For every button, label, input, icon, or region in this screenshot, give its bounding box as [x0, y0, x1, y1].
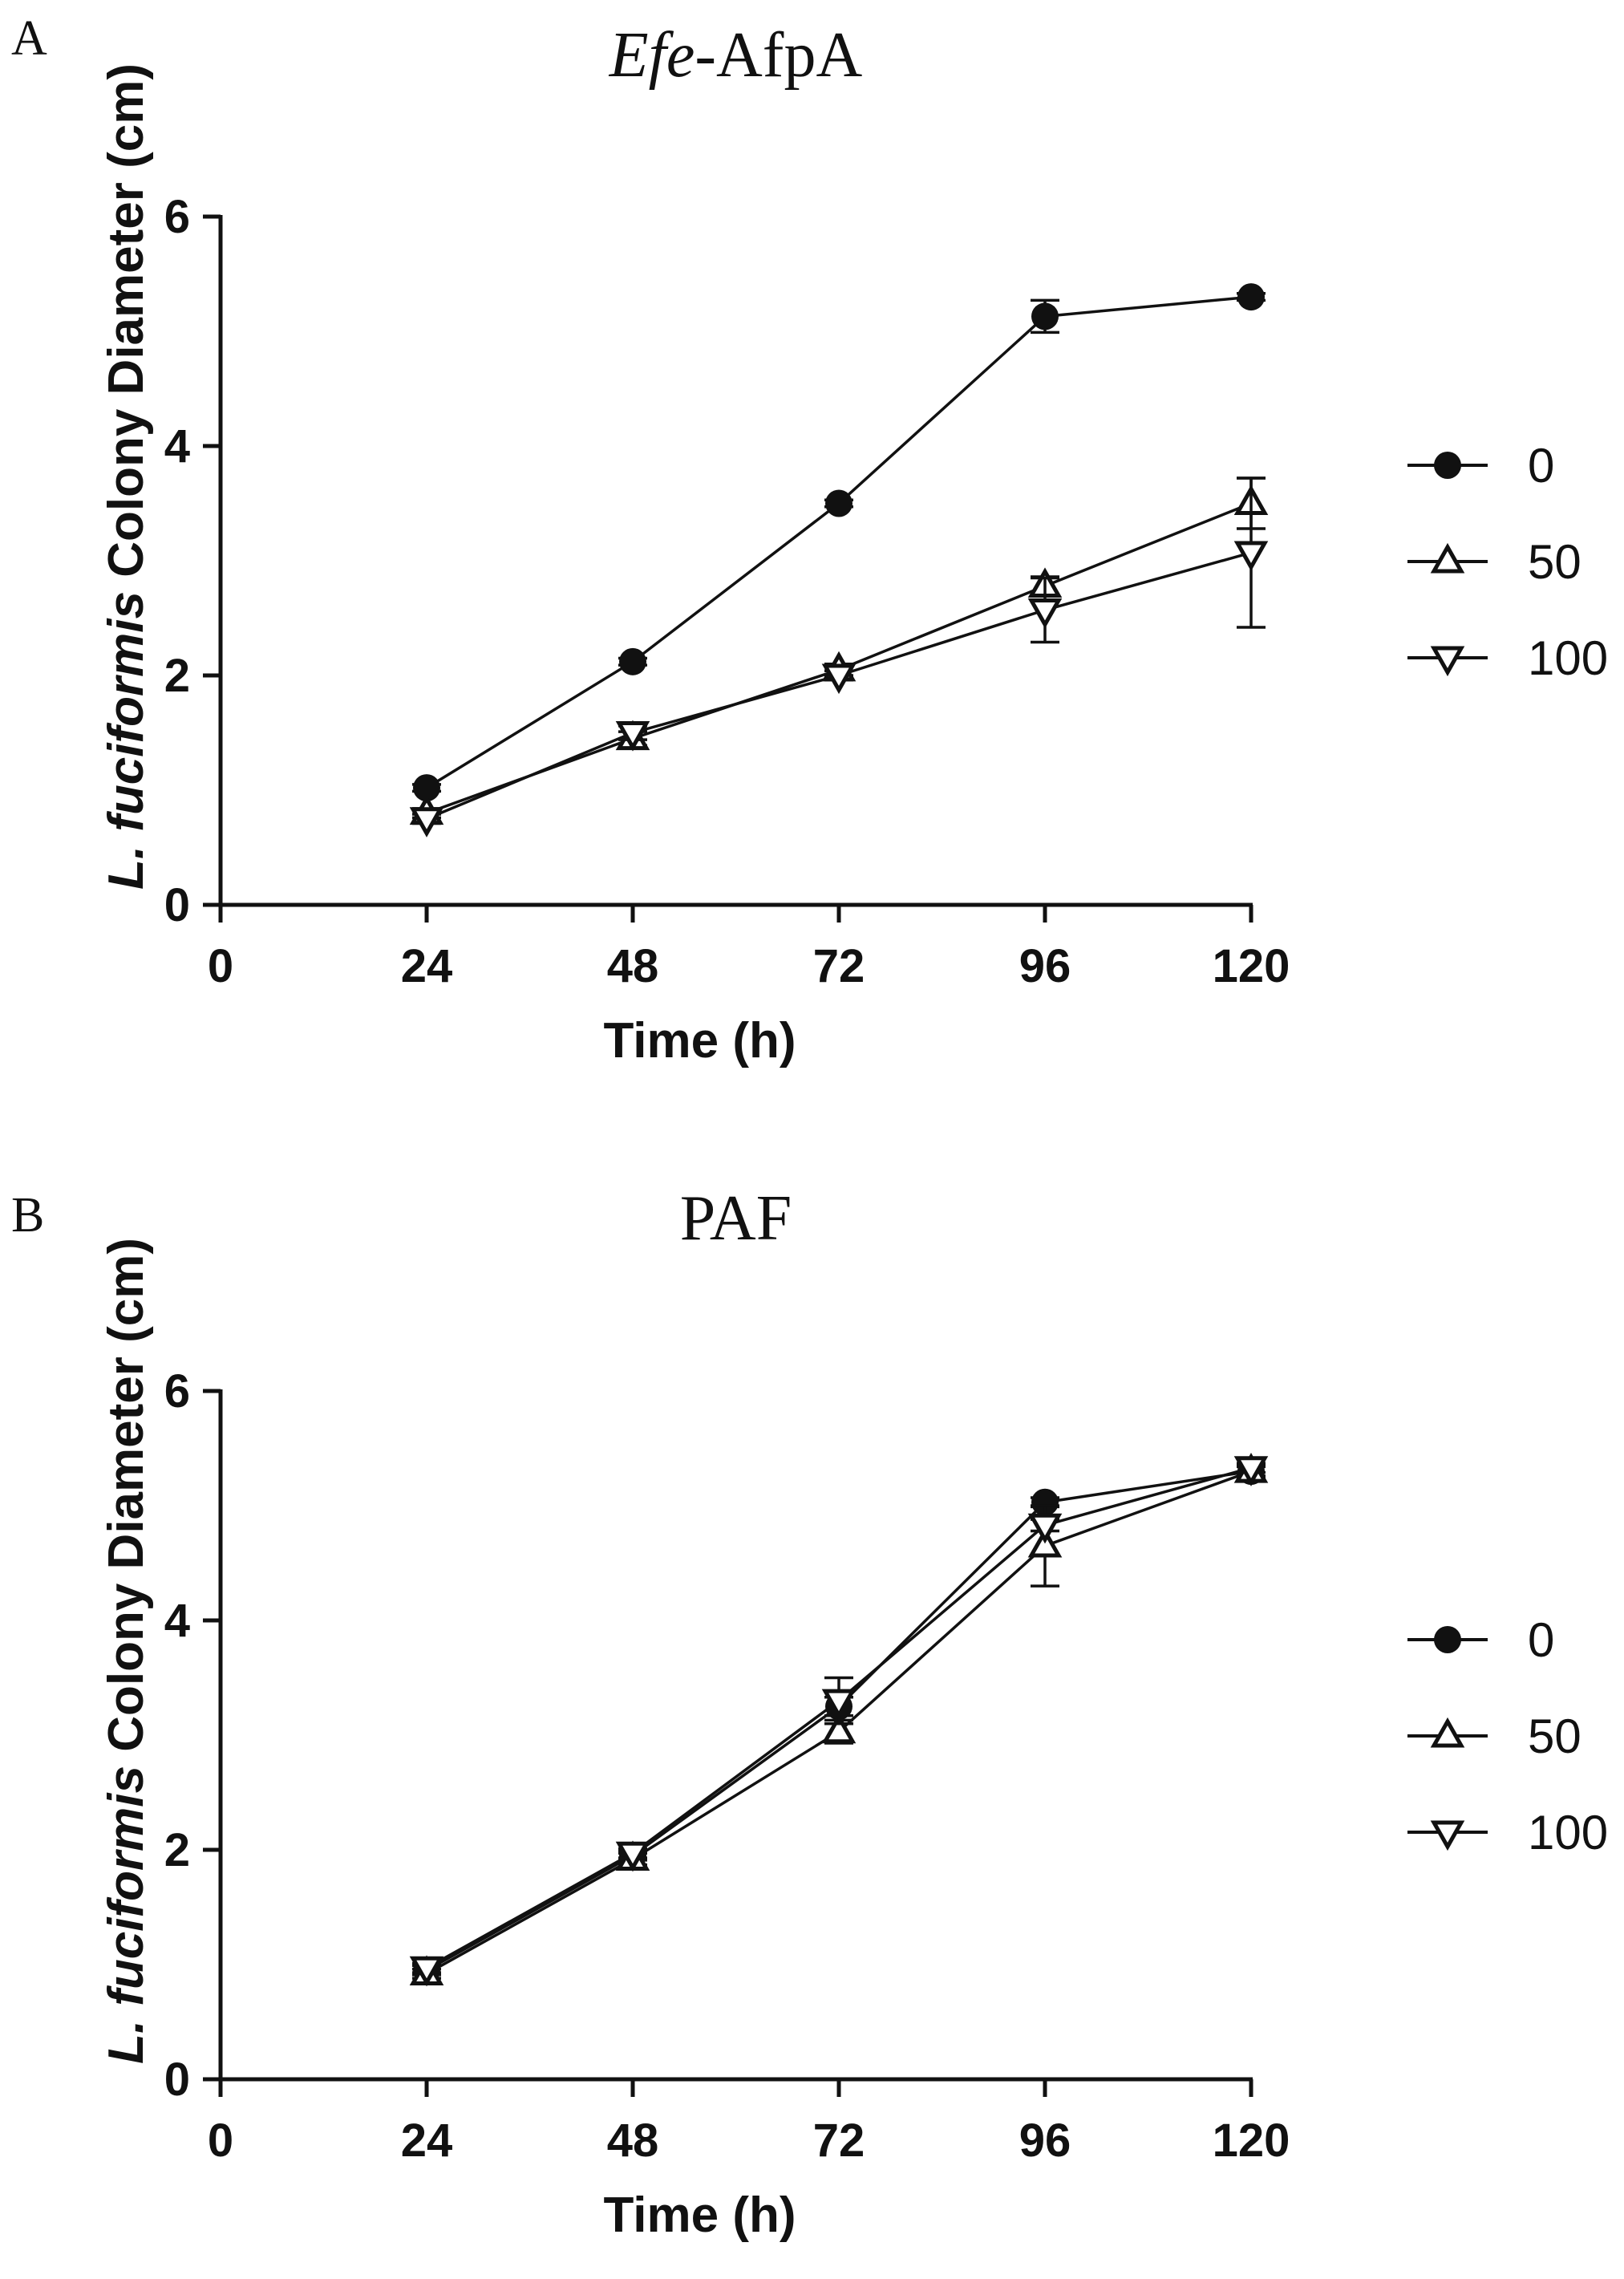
y-tick-label: 0 — [164, 879, 190, 931]
data-point — [1031, 302, 1059, 330]
data-point — [821, 663, 857, 695]
legend-label: 0 — [1528, 1613, 1554, 1667]
data-point — [821, 1713, 857, 1744]
y-axis-label: L. fuciformis Colony Diameter (cm) — [99, 1238, 154, 2064]
y-tick-label: 6 — [164, 191, 190, 243]
x-tick-label: 0 — [208, 2115, 233, 2167]
data-point — [619, 647, 646, 675]
x-tick-label: 24 — [401, 940, 453, 992]
legend-marker — [1434, 1626, 1461, 1653]
legend-marker — [1434, 452, 1461, 479]
series-100 — [409, 1456, 1269, 1987]
data-point — [1027, 1513, 1063, 1544]
x-axis-label: Time (h) — [604, 2188, 796, 2243]
x-tick-label: 24 — [401, 2115, 453, 2167]
legend-label: 50 — [1528, 1709, 1581, 1763]
legend-marker — [1430, 542, 1465, 574]
data-point — [821, 1689, 857, 1720]
data-point — [615, 1841, 650, 1872]
legend-marker — [1430, 1717, 1465, 1748]
x-tick-label: 96 — [1019, 2115, 1071, 2167]
x-tick-label: 72 — [813, 940, 865, 992]
legend-label: 100 — [1528, 631, 1608, 685]
panel-letter: A — [11, 11, 47, 66]
y-tick-label: 2 — [164, 650, 190, 702]
x-tick-label: 48 — [607, 2115, 659, 2167]
data-point — [1233, 541, 1269, 572]
y-tick-label: 4 — [164, 1595, 190, 1647]
legend: 0 50 100 — [1407, 1613, 1608, 1859]
x-tick-label: 120 — [1213, 940, 1290, 992]
data-point — [1031, 1488, 1059, 1516]
legend-label: 50 — [1528, 535, 1581, 589]
y-axis-label: L. fuciformis Colony Diameter (cm) — [99, 63, 154, 890]
chart-title: PAF — [680, 1183, 792, 1254]
y-tick-label: 0 — [164, 2054, 190, 2106]
y-tick-label: 4 — [164, 420, 190, 472]
data-point — [413, 774, 440, 802]
x-tick-label: 96 — [1019, 940, 1071, 992]
y-tick-label: 6 — [164, 1365, 190, 1417]
data-point — [825, 489, 852, 517]
series-100 — [409, 476, 1269, 837]
legend-marker — [1430, 646, 1465, 677]
data-point — [1233, 1456, 1269, 1486]
x-tick-label: 72 — [813, 2115, 865, 2167]
x-tick-label: 0 — [208, 940, 233, 992]
legend: 0 50 100 — [1407, 439, 1608, 685]
series-line — [426, 295, 1252, 789]
data-point — [409, 1956, 444, 1987]
x-tick-label: 120 — [1213, 2115, 1290, 2167]
series-0 — [412, 283, 1266, 802]
legend-label: 0 — [1528, 439, 1554, 493]
panel-letter: B — [11, 1188, 44, 1243]
legend-label: 100 — [1528, 1806, 1608, 1859]
data-point — [615, 721, 650, 752]
x-axis-label: Time (h) — [604, 1013, 796, 1069]
x-tick-label: 48 — [607, 940, 659, 992]
chart-title: Efe-AfpA — [609, 20, 863, 91]
y-tick-label: 2 — [164, 1824, 190, 1876]
data-point — [409, 807, 444, 837]
data-point — [1027, 598, 1063, 629]
data-point — [1237, 283, 1265, 311]
legend-marker — [1430, 1820, 1465, 1851]
